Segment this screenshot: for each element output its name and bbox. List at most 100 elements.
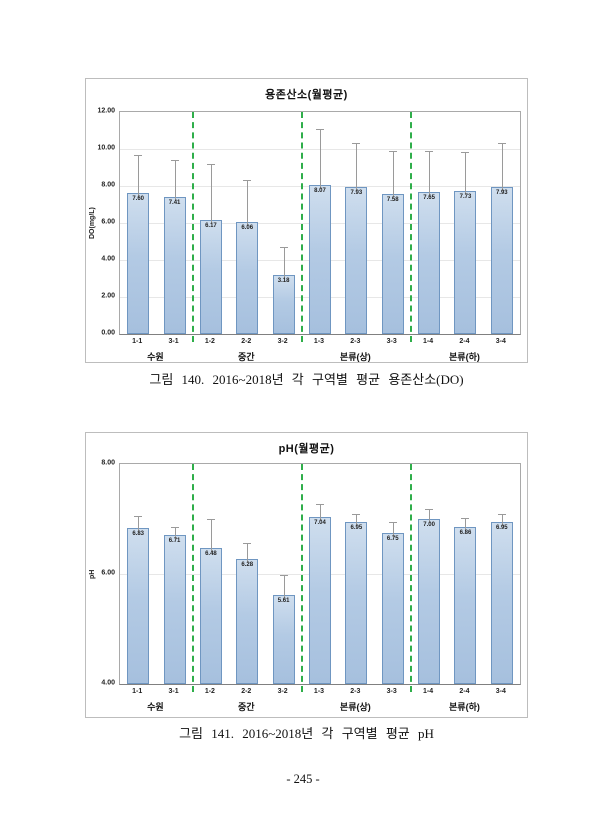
- error-bar-cap: [279, 247, 288, 249]
- group-separator-line: [300, 464, 303, 692]
- y-tick-label: 6.00: [101, 218, 115, 226]
- y-tick-label: 10.00: [97, 144, 115, 152]
- error-bar-cap: [243, 542, 252, 544]
- bar-value-label: 7.93: [495, 190, 508, 197]
- y-tick-label: 2.00: [101, 292, 115, 300]
- y-tick-label: 0.00: [101, 329, 115, 337]
- bar-value-label: 6.95: [350, 524, 363, 531]
- x-category-label: 1-2: [204, 688, 215, 695]
- bar-value-label: 6.48: [205, 550, 217, 557]
- bar: [199, 547, 222, 684]
- bar-value-label: 6.83: [132, 531, 145, 538]
- error-bar-cap: [425, 509, 434, 511]
- group-label: 본류(상): [339, 702, 371, 712]
- bar: [490, 521, 513, 684]
- x-category-label: 3-1: [168, 338, 179, 345]
- error-bar-cap: [352, 513, 361, 515]
- x-category-label: 2-2: [241, 688, 252, 695]
- bar-value-label: 6.06: [241, 224, 254, 231]
- x-category-label: 3-2: [277, 688, 288, 695]
- bar-value-label: 6.28: [241, 561, 254, 568]
- x-category-label: 1-3: [313, 338, 325, 345]
- x-category-label: 2-3: [350, 338, 361, 345]
- error-bar: [501, 142, 503, 192]
- bar-value-label: 7.41: [168, 199, 181, 206]
- error-bar: [210, 163, 212, 224]
- group-separator-line: [191, 112, 194, 342]
- do-chart-caption: 그림 140. 2016~2018년 각 구역별 평균 용존산소(DO): [149, 372, 464, 387]
- error-bar: [465, 151, 467, 195]
- group-label: 중간: [237, 352, 255, 362]
- group-separator-line: [300, 112, 303, 342]
- error-bar-cap: [279, 574, 288, 576]
- bar-value-label: 8.07: [314, 187, 326, 194]
- error-bar: [247, 180, 249, 226]
- bar-value-label: 6.17: [205, 222, 217, 229]
- error-bar: [465, 517, 467, 531]
- error-bar: [210, 519, 212, 552]
- bar-value-label: 7.60: [132, 196, 145, 203]
- error-bar-cap: [206, 519, 215, 520]
- error-bar: [283, 574, 285, 600]
- bar: [381, 532, 404, 684]
- y-tick-label: 6.00: [101, 569, 115, 577]
- bar-value-label: 7.93: [350, 190, 363, 197]
- bar: [418, 192, 441, 334]
- bar-value-label: 6.86: [459, 529, 472, 536]
- y-tick-label: 4.00: [101, 255, 115, 263]
- bar-value-label: 6.71: [168, 537, 181, 544]
- ph-chart-caption: 그림 141. 2016~2018년 각 구역별 평균 pH: [179, 726, 434, 741]
- x-category-label: 1-4: [423, 688, 434, 695]
- error-bar: [429, 150, 431, 197]
- bar: [199, 219, 222, 334]
- do-plot-area: 7.60 7.41 6.17 6.06 3.18 8.07 7.93 7.58 7.65 7.73…: [119, 111, 521, 342]
- group-label: 본류(하): [449, 702, 480, 712]
- error-bar-cap: [316, 128, 324, 130]
- group-label: 중간: [237, 702, 255, 712]
- error-bar-cap: [388, 521, 397, 523]
- error-bar-cap: [352, 142, 361, 144]
- x-category-label: 2-2: [241, 338, 252, 345]
- do-chart-figure: 용존산소(월평균) DO(mg/L) 7.60 7.41 6.17 6.06 3.18 8…: [85, 78, 528, 363]
- error-bar: [429, 509, 431, 523]
- page-number: - 245 -: [286, 772, 320, 786]
- x-category-label: 1-1: [132, 688, 143, 695]
- ph-chart-figure: pH(월평균) pH 6.83 6.71 6.48 6.28 5.61 7.04 6.95 6…: [85, 432, 528, 718]
- error-bar: [320, 128, 321, 189]
- group-label: 수원: [147, 352, 164, 362]
- error-bar-cap: [134, 516, 143, 518]
- bar: [163, 534, 186, 684]
- x-category-label: 3-1: [168, 688, 179, 695]
- error-bar: [247, 542, 249, 563]
- error-bar: [501, 513, 503, 526]
- error-bar: [283, 247, 285, 280]
- x-category-label: 3-2: [277, 338, 288, 345]
- bar: [454, 526, 477, 684]
- error-bar-cap: [497, 142, 506, 144]
- x-category-label: 3-4: [495, 688, 506, 695]
- y-tick-label: 4.00: [101, 679, 115, 687]
- x-category-label: 2-4: [459, 338, 470, 345]
- bar: [272, 595, 295, 684]
- error-bar-cap: [425, 150, 434, 152]
- x-category-label: 2-4: [459, 688, 470, 695]
- x-category-label: 1-1: [132, 338, 143, 345]
- bar: [454, 190, 477, 334]
- bar: [309, 184, 331, 334]
- group-separator-line: [409, 112, 412, 342]
- bar-value-label: 7.65: [423, 195, 435, 202]
- error-bar-cap: [170, 527, 179, 529]
- bar: [127, 193, 150, 334]
- error-bar-cap: [206, 163, 215, 165]
- x-category-label: 3-3: [386, 338, 397, 345]
- bar: [236, 221, 259, 334]
- ph-chart-title: pH(월평균): [278, 443, 335, 455]
- do-chart-title: 용존산소(월평균): [265, 89, 348, 101]
- error-bar-cap: [243, 180, 252, 182]
- x-category-label: 3-3: [386, 688, 397, 695]
- error-bar-cap: [461, 151, 470, 153]
- bar-value-label: 3.18: [277, 278, 290, 285]
- x-category-label: 3-4: [495, 338, 506, 345]
- x-category-label: 1-2: [204, 338, 215, 345]
- bar-value-label: 7.00: [423, 522, 435, 528]
